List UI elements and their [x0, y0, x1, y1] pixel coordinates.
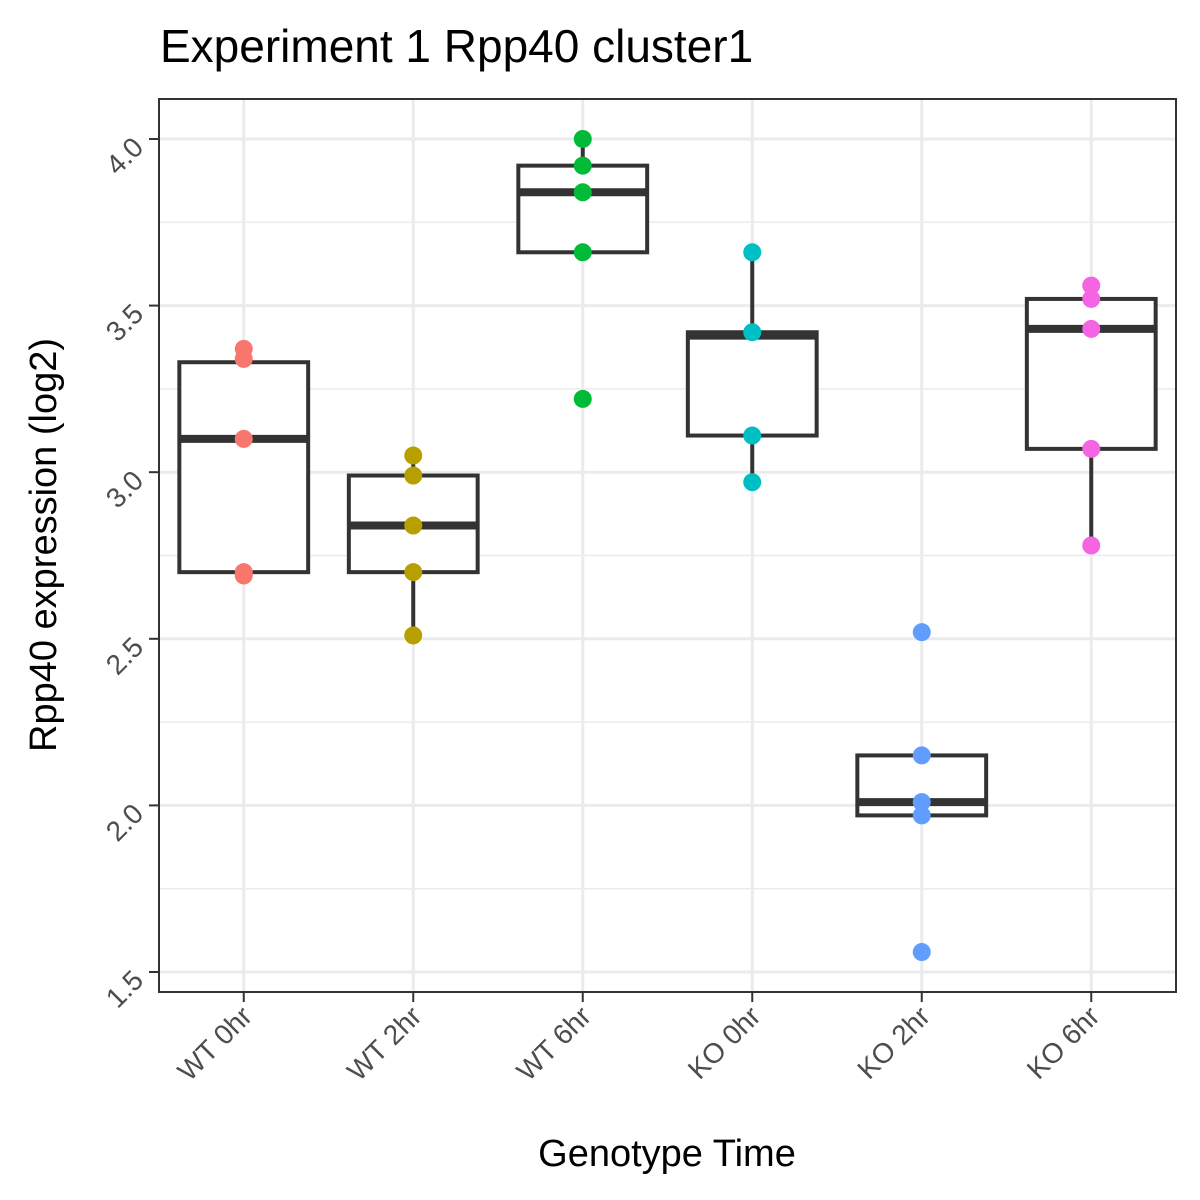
data-point: [573, 243, 592, 262]
data-point: [1082, 276, 1101, 295]
data-point: [912, 746, 931, 765]
box: [177, 360, 311, 575]
x-tick-label: KO 2hr: [851, 1000, 936, 1085]
data-point: [912, 943, 931, 962]
data-point: [912, 623, 931, 642]
x-axis-label: Genotype Time: [538, 1133, 796, 1175]
data-point: [1082, 319, 1101, 338]
data-point: [404, 516, 423, 535]
x-tick-label: KO 6hr: [1021, 1000, 1106, 1085]
box-group-wt-6hr: [516, 129, 650, 408]
x-tick-label: WT 0hr: [172, 1000, 258, 1086]
y-tick-label: 2.0: [100, 798, 149, 847]
x-tick-label: KO 0hr: [682, 1000, 767, 1085]
y-axis-label: Rpp40 expression (log2): [23, 338, 65, 752]
y-tick-label: 3.0: [100, 465, 149, 514]
box: [1024, 296, 1158, 451]
y-tick-label: 4.0: [100, 131, 149, 180]
data-point: [743, 323, 762, 342]
data-point: [912, 806, 931, 825]
box-group-wt-2hr: [346, 446, 480, 645]
data-point: [573, 389, 592, 408]
data-point: [912, 793, 931, 812]
plot-panel-border: [158, 98, 1177, 993]
box-group-ko-0hr: [685, 243, 819, 492]
data-point: [404, 466, 423, 485]
data-point: [1082, 289, 1101, 308]
box: [516, 163, 650, 255]
data-point: [573, 183, 592, 202]
data-point: [234, 429, 253, 448]
data-point: [234, 349, 253, 368]
y-tick-label: 1.5: [100, 964, 149, 1013]
box-group-ko-2hr: [855, 623, 989, 962]
plot-panel: [158, 98, 1177, 993]
x-tick-label: WT 6hr: [511, 1000, 597, 1086]
data-point: [1082, 536, 1101, 555]
data-point: [743, 243, 762, 262]
data-point: [404, 446, 423, 465]
data-point: [743, 473, 762, 492]
data-point: [573, 156, 592, 175]
box: [685, 330, 819, 438]
data-point: [404, 626, 423, 645]
box-group-ko-6hr: [1024, 276, 1158, 555]
chart-marks: [177, 129, 1158, 962]
y-tick-label: 2.5: [100, 631, 149, 680]
data-point: [404, 563, 423, 582]
x-tick-label: WT 2hr: [341, 1000, 427, 1086]
y-tick-label: 3.5: [100, 298, 149, 347]
data-point: [743, 426, 762, 445]
chart-title: Experiment 1 Rpp40 cluster1: [160, 20, 753, 72]
data-point: [1082, 439, 1101, 458]
data-point: [573, 129, 592, 148]
box-group-wt-0hr: [177, 339, 311, 585]
data-point: [234, 566, 253, 585]
